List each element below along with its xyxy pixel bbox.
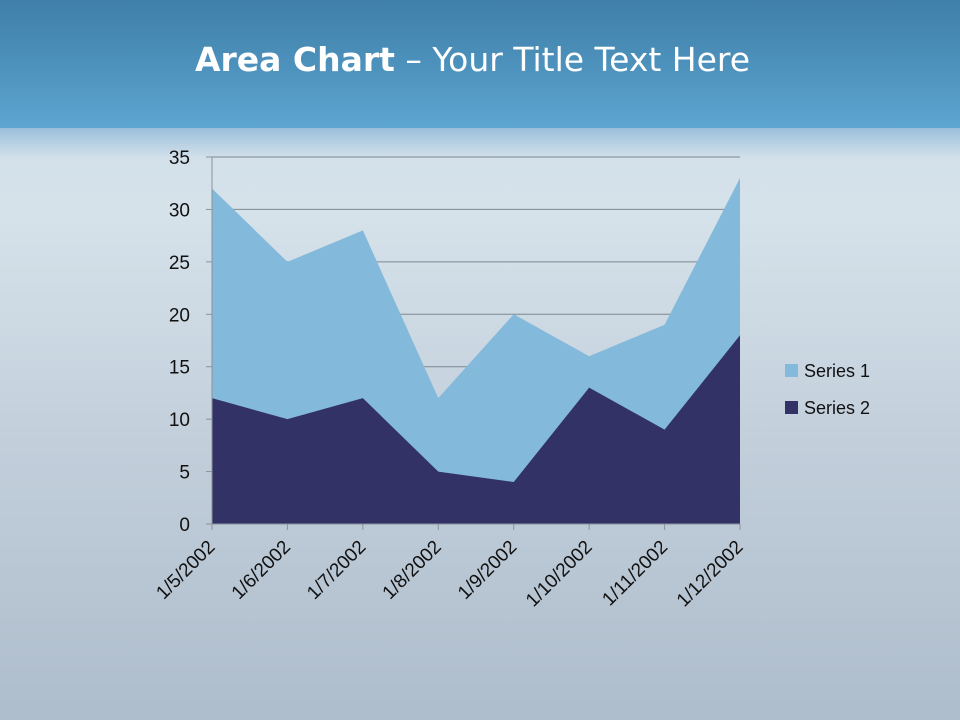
- title-rest: – Your Title Text Here: [394, 40, 751, 79]
- slide-title: Area Chart – Your Title Text Here: [0, 40, 945, 79]
- title-band: [0, 0, 960, 128]
- legend-swatch-series-2: [785, 401, 798, 414]
- y-tick-label: 5: [179, 463, 190, 484]
- x-tick-label: 1/7/2002: [303, 537, 370, 604]
- y-tick-label: 15: [169, 358, 190, 379]
- y-tick-label: 25: [169, 253, 190, 274]
- x-tick-label: 1/11/2002: [598, 537, 672, 611]
- legend-swatch-series-1: [785, 364, 798, 377]
- legend-label-series-2: Series 2: [804, 398, 870, 418]
- y-tick-label: 20: [169, 305, 190, 326]
- y-tick-label: 0: [179, 515, 190, 536]
- y-tick-label: 10: [169, 410, 190, 431]
- legend-label-series-1: Series 1: [804, 361, 870, 381]
- area-series-2: [212, 335, 740, 524]
- x-tick-label: 1/5/2002: [152, 537, 219, 604]
- x-tick-label: 1/12/2002: [673, 537, 748, 612]
- title-band-fade: [0, 128, 960, 158]
- x-tick-label: 1/9/2002: [454, 537, 521, 604]
- title-bold: Area Chart: [194, 40, 395, 79]
- y-tick-label: 30: [169, 200, 190, 221]
- x-tick-label: 1/8/2002: [379, 537, 446, 604]
- x-tick-label: 1/6/2002: [228, 537, 295, 604]
- x-tick-label: 1/10/2002: [522, 537, 597, 612]
- y-tick-label: 35: [169, 148, 190, 169]
